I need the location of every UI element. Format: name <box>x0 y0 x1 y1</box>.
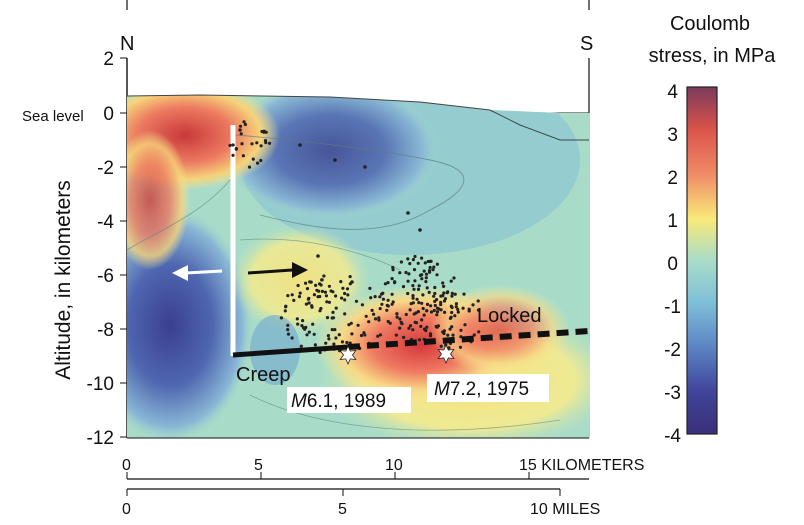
earthquake-1989-label: M6.1, 1989 <box>287 387 411 413</box>
earthquake-1975-text: 7.2, 1975 <box>450 379 529 400</box>
earthquake-1975-star <box>437 344 455 364</box>
south-label: S <box>580 33 593 55</box>
y-axis-ticks <box>120 57 127 438</box>
seismicity-dots <box>228 120 481 355</box>
km-scale-labels: 0 5 10 15 KILOMETERS <box>122 457 644 474</box>
y-tick-label: 0 <box>103 104 114 125</box>
y-tick-label: -6 <box>97 266 114 287</box>
km-tick-label: 0 <box>122 457 131 474</box>
y-tick-label: 2 <box>103 49 114 70</box>
colorbar-tick-label: 1 <box>667 211 678 232</box>
colorbar-tick-label: 4 <box>667 82 678 103</box>
earthquake-1975-label: M7.2, 1975 <box>427 374 549 402</box>
colorbar-tick-label: -3 <box>664 383 681 404</box>
km-tick-label: 10 <box>385 457 403 474</box>
left-motion-arrow <box>172 265 223 281</box>
y-tick-labels: 2 0 -2 -4 -6 -8 -10 -12 <box>87 49 115 449</box>
km-tick-label: 15 KILOMETERS <box>519 457 644 474</box>
colorbar-title-line1: Coulomb <box>670 13 750 35</box>
y-tick-label: -12 <box>87 428 114 449</box>
earthquake-1989-text: 6.1, 1989 <box>307 391 386 412</box>
ground-surface <box>126 94 589 141</box>
y-tick-label: -8 <box>97 320 114 341</box>
earthquake-1989-star <box>339 345 357 365</box>
magnitude-prefix: M <box>434 379 450 400</box>
colorbar-tick-label: -1 <box>664 297 681 318</box>
sea-level-label: Sea level <box>22 108 84 125</box>
colorbar-tick-label: -4 <box>664 426 681 447</box>
km-tick-label: 5 <box>254 457 263 474</box>
colorbar-tick-labels: 4 3 2 1 0 -1 -2 -3 -4 <box>664 82 681 447</box>
miles-scale-bar <box>126 488 561 496</box>
creep-fault-segment <box>232 344 349 358</box>
colorbar-tick-label: 2 <box>667 168 678 189</box>
mile-tick-label: 10 MILES <box>530 501 600 518</box>
magnitude-prefix: M <box>291 391 307 412</box>
locked-label: Locked <box>477 305 542 327</box>
locked-fault-segment <box>347 328 590 350</box>
north-label: N <box>120 33 134 55</box>
colorbar-tick-label: 3 <box>667 125 678 146</box>
colorbar <box>686 86 718 435</box>
y-tick-label: -10 <box>87 374 114 395</box>
y-tick-label: -4 <box>97 212 114 233</box>
mile-tick-label: 5 <box>338 501 347 518</box>
miles-scale-labels: 0 5 10 MILES <box>122 501 600 518</box>
creep-label: Creep <box>236 364 290 386</box>
y-tick-label: -2 <box>97 158 114 179</box>
y-axis-title: Altitude, in kilometers <box>52 180 75 380</box>
km-scale-bar <box>126 472 589 480</box>
colorbar-tick-label: -2 <box>664 340 681 361</box>
colorbar-tick-label: 0 <box>667 254 678 275</box>
right-motion-arrow <box>247 262 308 278</box>
svg-text:M7.2, 1975: M7.2, 1975 <box>434 379 529 400</box>
mile-tick-label: 0 <box>122 501 131 518</box>
svg-text:M6.1, 1989: M6.1, 1989 <box>291 391 386 412</box>
colorbar-title-line2: stress, in MPa <box>649 45 777 67</box>
